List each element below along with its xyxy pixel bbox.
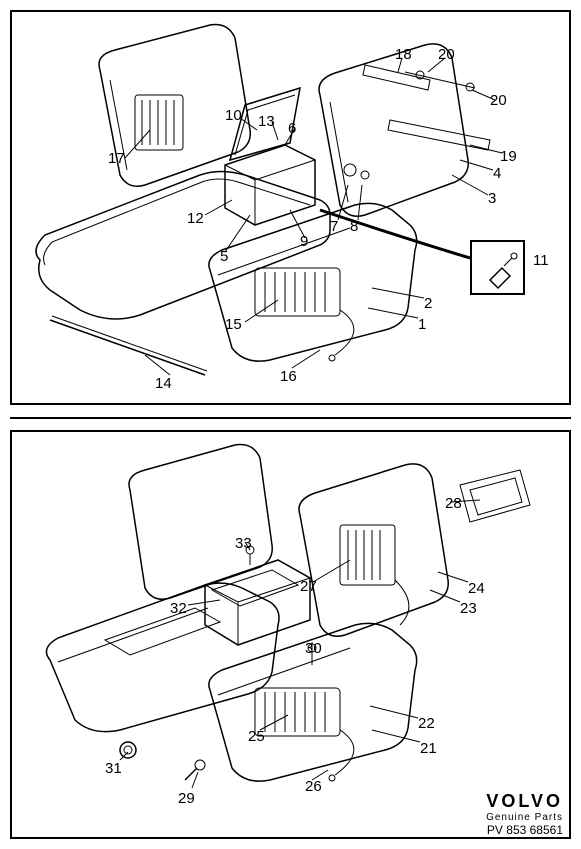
callout-17: 17 — [108, 150, 125, 167]
callout-2: 2 — [424, 295, 432, 312]
callout-28: 28 — [445, 495, 462, 512]
callout-8: 8 — [350, 218, 358, 235]
callout-20a: 20 — [438, 46, 455, 63]
callout-33: 33 — [235, 535, 252, 552]
callout-30: 30 — [305, 640, 322, 657]
callout-14: 14 — [155, 375, 172, 392]
diagram-bottom — [10, 430, 571, 839]
callout-10: 10 — [225, 107, 242, 124]
detail-box-11 — [470, 240, 525, 295]
brand-logo: VOLVO — [486, 791, 563, 812]
callout-22: 22 — [418, 715, 435, 732]
callout-13: 13 — [258, 113, 275, 130]
callout-5: 5 — [220, 248, 228, 265]
callout-9: 9 — [300, 233, 308, 250]
diagram-top — [10, 10, 571, 405]
callout-24: 24 — [468, 580, 485, 597]
callout-25: 25 — [248, 728, 265, 745]
callout-21: 21 — [420, 740, 437, 757]
callout-15: 15 — [225, 316, 242, 333]
callout-11: 11 — [533, 252, 549, 269]
callout-29: 29 — [178, 790, 195, 807]
callout-23: 23 — [460, 600, 477, 617]
brand-subtitle: Genuine Parts — [486, 812, 563, 823]
callout-16: 16 — [280, 368, 297, 385]
callout-1: 1 — [418, 316, 426, 333]
panel-divider — [10, 417, 571, 419]
part-number: PV 853 68561 — [486, 823, 563, 837]
callout-19: 19 — [500, 148, 517, 165]
callout-18: 18 — [395, 46, 412, 63]
callout-4: 4 — [493, 165, 501, 182]
callout-3: 3 — [488, 190, 496, 207]
brand-block: VOLVO Genuine Parts PV 853 68561 — [486, 791, 563, 837]
callout-12: 12 — [187, 210, 204, 227]
callout-31: 31 — [105, 760, 122, 777]
callout-27: 27 — [300, 578, 317, 595]
callout-7: 7 — [330, 218, 338, 235]
callout-20b: 20 — [490, 92, 507, 109]
callout-26: 26 — [305, 778, 322, 795]
callout-6: 6 — [288, 120, 296, 137]
callout-32: 32 — [170, 600, 187, 617]
